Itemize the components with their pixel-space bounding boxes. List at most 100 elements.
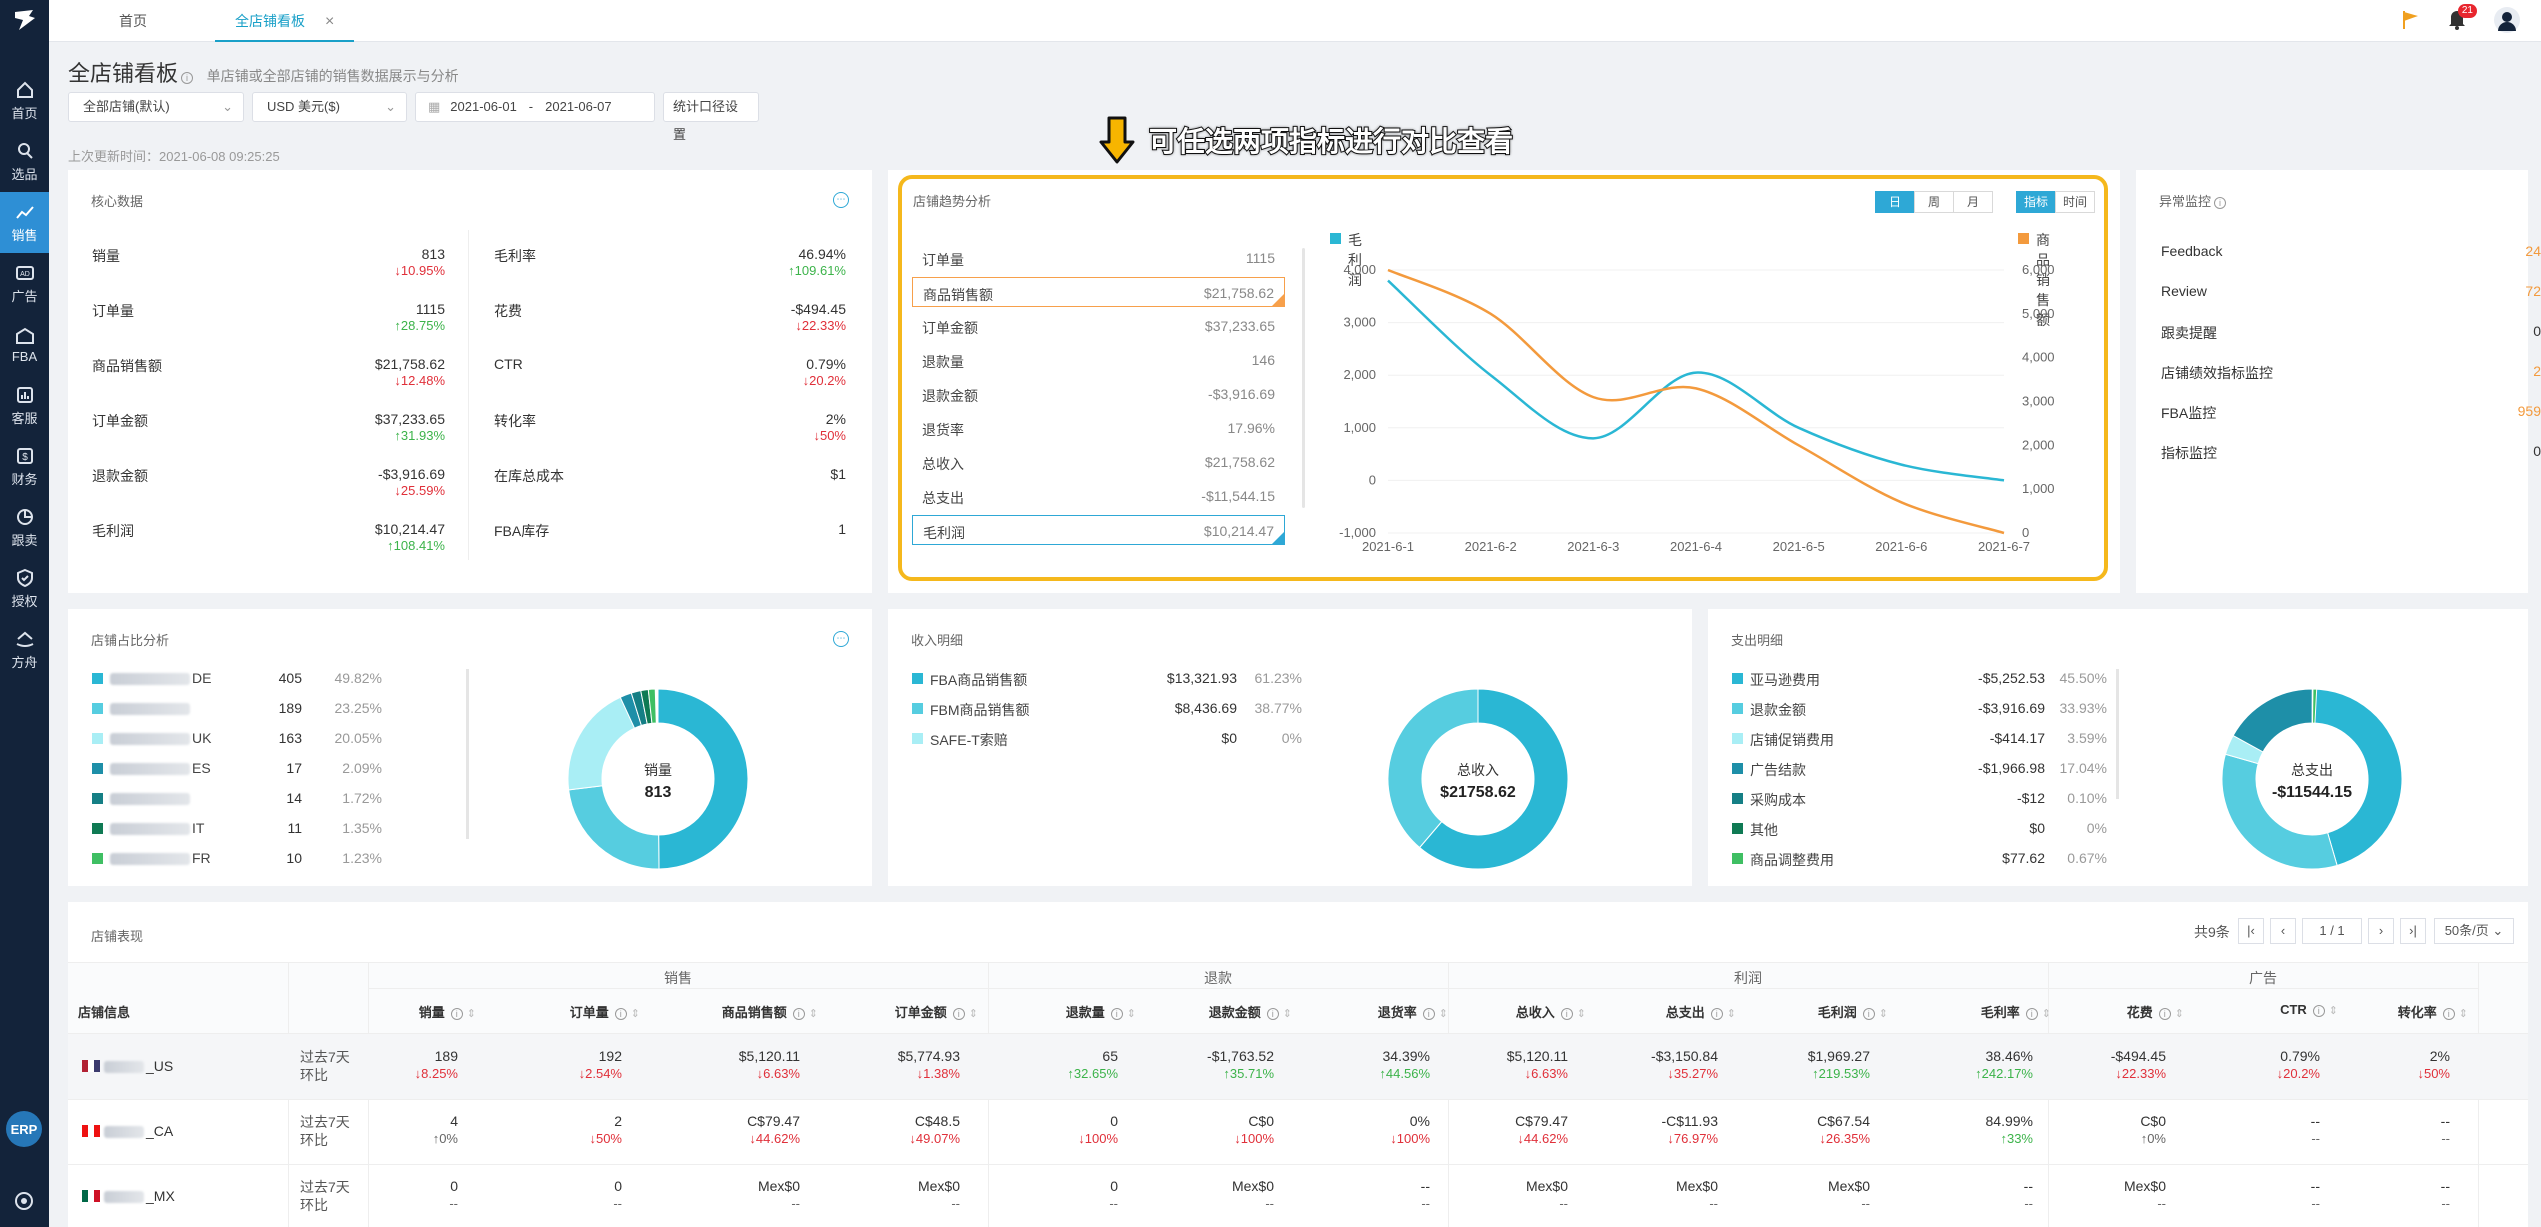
sidebar-item-1[interactable]: 选品: [0, 131, 49, 192]
table-row[interactable]: _CA 过去7天 环比 4 ↑0% 2 ↓50% C$79.47 ↓44.62% C$48.5 ↓4…: [68, 1099, 2528, 1164]
flag-icon[interactable]: [2401, 9, 2421, 31]
sort-icon[interactable]: ⇕: [968, 1008, 978, 1020]
share-legend-item[interactable]: UK 163 20.05%: [92, 730, 452, 748]
table-row[interactable]: _US 过去7天 环比 189 ↓8.25% 192 ↓2.54% $5,120.11 ↓6.6…: [68, 1034, 2528, 1099]
info-icon[interactable]: i: [450, 1007, 463, 1020]
sidebar-item-3[interactable]: AD 广告: [0, 253, 49, 314]
expense-legend-item[interactable]: 店铺促销费用 -$414.17 3.59%: [1732, 730, 2107, 748]
info-icon[interactable]: i: [2158, 1007, 2171, 1020]
seg-time[interactable]: 时间: [2055, 191, 2095, 213]
column-header[interactable]: 花费 i ⇕: [2127, 1002, 2184, 1021]
expense-legend-item[interactable]: 采购成本 -$12 0.10%: [1732, 790, 2107, 808]
sort-icon[interactable]: ⇕: [1438, 1008, 1448, 1020]
column-header[interactable]: CTR i ⇕: [2280, 1002, 2338, 1017]
donut-slice[interactable]: [2221, 753, 2338, 870]
column-header[interactable]: 退款量 i ⇕: [1066, 1002, 1136, 1021]
sidebar-item-5[interactable]: 客服: [0, 375, 49, 436]
metric-option[interactable]: 毛利润 $10,214.47: [912, 515, 1285, 545]
sidebar-item-9[interactable]: 方舟: [0, 619, 49, 680]
income-legend-item[interactable]: SAFE-T索赔 $0 0%: [912, 730, 1302, 748]
info-icon[interactable]: i: [2025, 1007, 2038, 1020]
column-header[interactable]: 毛利润 i ⇕: [1818, 1002, 1888, 1021]
info-icon[interactable]: i: [2442, 1007, 2455, 1020]
info-icon[interactable]: i: [614, 1007, 627, 1020]
currency-select[interactable]: USD 美元($) ⌄: [252, 92, 407, 122]
expense-legend-item[interactable]: 广告结款 -$1,966.98 17.04%: [1732, 760, 2107, 778]
sort-icon[interactable]: ⇕: [630, 1008, 640, 1020]
sort-icon[interactable]: ⇕: [1726, 1008, 1736, 1020]
metric-option[interactable]: 退货率 17.96%: [912, 413, 1285, 443]
sort-icon[interactable]: ⇕: [2328, 1005, 2338, 1017]
donut-slice[interactable]: [567, 696, 636, 791]
sort-icon[interactable]: ⇕: [1576, 1008, 1586, 1020]
metric-option[interactable]: 总收入 $21,758.62: [912, 447, 1285, 477]
metric-option[interactable]: 总支出 -$11,544.15: [912, 481, 1285, 511]
info-icon[interactable]: i: [1110, 1007, 1123, 1020]
sidebar-item-4[interactable]: FBA: [0, 314, 49, 375]
settings-icon[interactable]: ⋯: [833, 631, 849, 647]
share-legend-item[interactable]: 14 1.72%: [92, 790, 452, 808]
info-icon[interactable]: i: [1422, 1007, 1435, 1020]
column-header[interactable]: 总支出 i ⇕: [1666, 1002, 1736, 1021]
sort-icon[interactable]: ⇕: [1126, 1008, 1136, 1020]
date-range-picker[interactable]: ▦ 2021-06-01-2021-06-07: [415, 92, 655, 122]
column-header[interactable]: 商品销售额 i ⇕: [722, 1002, 818, 1021]
share-legend-item[interactable]: IT 11 1.35%: [92, 820, 452, 838]
metric-option[interactable]: 订单量 1115: [912, 243, 1285, 273]
sort-icon[interactable]: ⇕: [1282, 1008, 1292, 1020]
tab-all-stores-dashboard[interactable]: 全店铺看板 ×: [215, 0, 355, 42]
expense-legend-item[interactable]: 亚马逊费用 -$5,252.53 45.50%: [1732, 670, 2107, 688]
first-page-button[interactable]: |‹: [2238, 918, 2264, 944]
sort-icon[interactable]: ⇕: [2041, 1008, 2051, 1020]
metric-option[interactable]: 订单金额 $37,233.65: [912, 311, 1285, 341]
column-header[interactable]: 退款金额 i ⇕: [1209, 1002, 1292, 1021]
expense-legend-item[interactable]: 退款金额 -$3,916.69 33.93%: [1732, 700, 2107, 718]
sort-icon[interactable]: ⇕: [2174, 1008, 2184, 1020]
notification-bell[interactable]: 21: [2447, 3, 2477, 33]
settings-icon[interactable]: ⋯: [833, 192, 849, 208]
sort-icon[interactable]: ⇕: [1878, 1008, 1888, 1020]
sidebar-item-8[interactable]: 授权: [0, 558, 49, 619]
seg-week[interactable]: 周: [1914, 191, 1954, 213]
page-indicator[interactable]: 1 / 1: [2302, 918, 2362, 944]
store-select[interactable]: 全部店铺(默认) ⌄: [68, 92, 244, 122]
sidebar-item-6[interactable]: $ 财务: [0, 436, 49, 497]
income-legend-item[interactable]: FBA商品销售额 $13,321.93 61.23%: [912, 670, 1302, 688]
avatar[interactable]: [2493, 6, 2521, 34]
donut-slice[interactable]: [657, 688, 749, 870]
page-size-select[interactable]: 50条/页 ⌄: [2434, 918, 2514, 944]
seg-day[interactable]: 日: [1875, 191, 1915, 213]
column-header[interactable]: 订单金额 i ⇕: [895, 1002, 978, 1021]
sidebar-item-2[interactable]: 销售: [0, 192, 49, 253]
last-page-button[interactable]: ›|: [2400, 918, 2426, 944]
erp-badge[interactable]: ERP: [6, 1111, 42, 1147]
info-icon[interactable]: i: [1710, 1007, 1723, 1020]
column-header[interactable]: 毛利率 i ⇕: [1981, 1002, 2051, 1021]
info-icon[interactable]: i: [1560, 1007, 1573, 1020]
metric-option[interactable]: 退款金额 -$3,916.69: [912, 379, 1285, 409]
scrollbar[interactable]: [2116, 669, 2119, 799]
expense-legend-item[interactable]: 商品调整费用 $77.62 0.67%: [1732, 850, 2107, 868]
sort-icon[interactable]: ⇕: [808, 1008, 818, 1020]
seg-month[interactable]: 月: [1953, 191, 1993, 213]
column-header[interactable]: 销量 i ⇕: [419, 1002, 476, 1021]
donut-slice[interactable]: [1387, 688, 1479, 849]
settings-icon[interactable]: [13, 1190, 35, 1212]
expense-legend-item[interactable]: 其他 $0 0%: [1732, 820, 2107, 838]
metric-option[interactable]: 商品销售额 $21,758.62: [912, 277, 1285, 307]
column-header[interactable]: 总收入 i ⇕: [1516, 1002, 1586, 1021]
close-icon[interactable]: ×: [325, 13, 335, 30]
seg-metric[interactable]: 指标: [2016, 191, 2056, 213]
share-legend-item[interactable]: DE 405 49.82%: [92, 670, 452, 688]
tab-home[interactable]: 首页: [99, 0, 167, 42]
stats-settings-button[interactable]: 统计口径设置: [663, 92, 759, 142]
donut-slice[interactable]: [2311, 688, 2403, 867]
prev-page-button[interactable]: ‹: [2270, 918, 2296, 944]
info-icon[interactable]: i: [1862, 1007, 1875, 1020]
table-row[interactable]: _MX 过去7天 环比 0 -- 0 -- Mex$0 -- Mex$0 -- 0 -- Mex$0 -- -…: [68, 1164, 2528, 1227]
info-icon[interactable]: i: [792, 1007, 805, 1020]
sort-icon[interactable]: ⇕: [2458, 1008, 2468, 1020]
share-legend-item[interactable]: FR 10 1.23%: [92, 850, 452, 868]
info-icon[interactable]: i: [181, 71, 194, 84]
next-page-button[interactable]: ›: [2368, 918, 2394, 944]
